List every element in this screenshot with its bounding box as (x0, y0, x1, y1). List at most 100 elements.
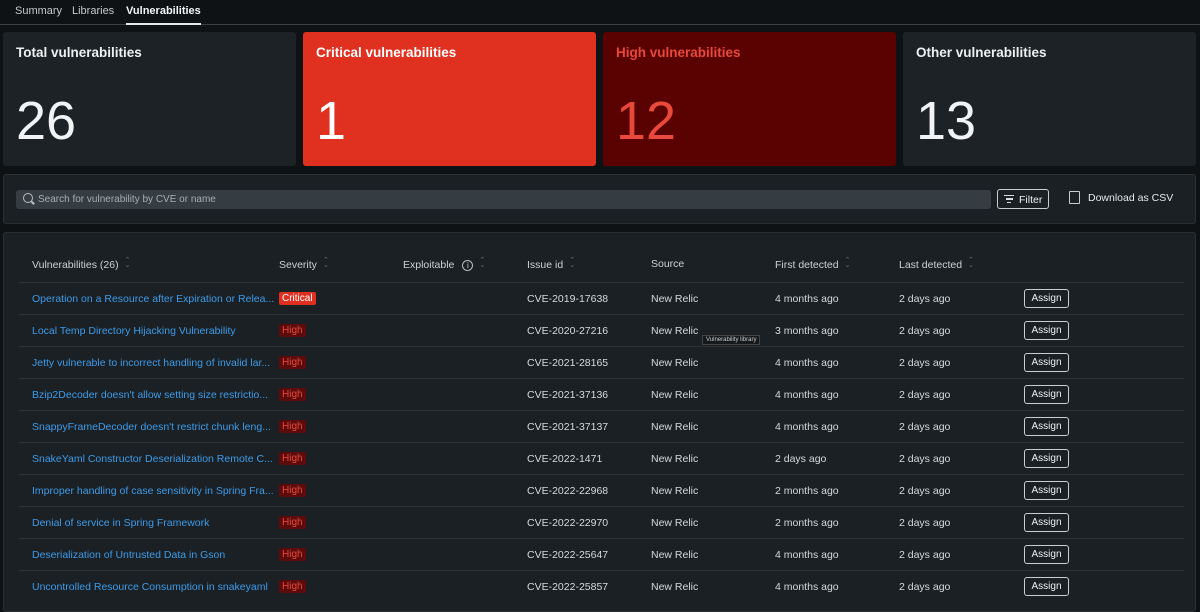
severity-badge: High (279, 484, 306, 497)
assign-button[interactable]: Assign (1024, 449, 1069, 468)
last-detected: 2 days ago (899, 421, 951, 433)
sort-icon[interactable]: ⌃ ⌄ (124, 257, 131, 269)
table-row: Bzip2Decoder doesn't allow setting size … (19, 378, 1184, 410)
issue-id: CVE-2021-28165 (527, 357, 609, 369)
assign-button[interactable]: Assign (1024, 417, 1069, 436)
download-label: Download as CSV (1088, 192, 1174, 204)
stat-card: High vulnerabilities 12 (603, 32, 896, 166)
assign-button[interactable]: Assign (1024, 545, 1069, 564)
assign-button[interactable]: Assign (1024, 577, 1069, 596)
last-detected: 2 days ago (899, 453, 951, 465)
severity-badge: High (279, 580, 306, 593)
severity-badge: High (279, 548, 306, 561)
source: New Relic (651, 421, 699, 433)
source: New Relic (651, 485, 699, 497)
vulnerability-link[interactable]: Deserialization of Untrusted Data in Gso… (32, 549, 226, 561)
vulnerability-link[interactable]: Uncontrolled Resource Consumption in sna… (32, 581, 268, 593)
stat-card-value: 12 (616, 91, 677, 151)
stat-card-title: Total vulnerabilities (16, 45, 142, 60)
source: New Relic (651, 357, 699, 369)
stat-card-value: 1 (316, 91, 347, 151)
assign-button[interactable]: Assign (1024, 481, 1069, 500)
issue-id: CVE-2019-17638 (527, 293, 609, 305)
search-input[interactable]: Search for vulnerability by CVE or name (16, 190, 991, 209)
last-detected: 2 days ago (899, 357, 951, 369)
source: New Relic (651, 389, 699, 401)
assign-button[interactable]: Assign (1024, 385, 1069, 404)
sort-icon[interactable]: ⌃ ⌄ (479, 257, 486, 269)
last-detected: 2 days ago (899, 517, 951, 529)
issue-id: CVE-2020-27216 (527, 325, 609, 337)
assign-button[interactable]: Assign (1024, 513, 1069, 532)
tooltip: Vulnerability library (702, 335, 761, 345)
stat-card-title: High vulnerabilities (616, 45, 741, 60)
tab-libraries[interactable]: Libraries (72, 5, 115, 17)
assign-button[interactable]: Assign (1024, 289, 1069, 308)
severity-badge: High (279, 452, 306, 465)
column-header-label: Last detected (899, 259, 963, 271)
first-detected: 4 months ago (775, 357, 839, 369)
severity-badge: High (279, 516, 306, 529)
table-row: SnakeYaml Constructor Deserialization Re… (19, 442, 1184, 474)
stat-card-title: Critical vulnerabilities (316, 45, 457, 60)
column-header[interactable]: Issue id ⌃ ⌄ (527, 257, 576, 271)
first-detected: 3 months ago (775, 325, 839, 337)
vulnerability-link[interactable]: Improper handling of case sensitivity in… (32, 485, 274, 497)
vulnerability-link[interactable]: Local Temp Directory Hijacking Vulnerabi… (32, 325, 236, 337)
stat-card: Other vulnerabilities 13 (903, 32, 1196, 166)
column-header-label: Issue id (527, 259, 564, 271)
issue-id: CVE-2022-22968 (527, 485, 609, 497)
sort-icon[interactable]: ⌃ ⌄ (569, 257, 576, 269)
tab-summary[interactable]: Summary (15, 5, 63, 17)
table-row: Local Temp Directory Hijacking Vulnerabi… (19, 314, 1184, 346)
source: New Relic (651, 581, 699, 593)
vulnerability-link[interactable]: Operation on a Resource after Expiration… (32, 293, 275, 305)
severity-badge: High (279, 388, 306, 401)
column-header-label: Exploitable (403, 259, 455, 271)
filter-button[interactable]: Filter (997, 189, 1049, 209)
last-detected: 2 days ago (899, 581, 951, 593)
sort-icon[interactable]: ⌃ ⌄ (968, 257, 974, 269)
source: New Relic (651, 453, 699, 465)
table-row: Jetty vulnerable to incorrect handling o… (19, 346, 1184, 378)
column-header-label: Severity (279, 259, 317, 271)
filter-icon (1004, 195, 1014, 205)
download-csv-button[interactable]: Download as CSV (1069, 191, 1174, 204)
source: New Relic (651, 549, 699, 561)
vulnerability-link[interactable]: Jetty vulnerable to incorrect handling o… (32, 357, 271, 369)
vulnerability-link[interactable]: SnakeYaml Constructor Deserialization Re… (32, 453, 273, 465)
stat-card-title: Other vulnerabilities (916, 45, 1047, 60)
first-detected: 2 months ago (775, 485, 839, 497)
last-detected: 2 days ago (899, 389, 951, 401)
first-detected: 2 days ago (775, 453, 827, 465)
sort-icon[interactable]: ⌃ ⌄ (844, 257, 851, 269)
tab-vulnerabilities[interactable]: Vulnerabilities (126, 5, 201, 25)
stat-card-value: 26 (16, 91, 77, 151)
severity-badge: Critical (279, 292, 316, 305)
search-icon (23, 193, 33, 203)
column-header[interactable]: First detected ⌃ ⌄ (775, 257, 851, 271)
filter-label: Filter (1019, 194, 1043, 206)
issue-id: CVE-2021-37136 (527, 389, 609, 401)
severity-badge: High (279, 356, 306, 369)
vulnerability-link[interactable]: Denial of service in Spring Framework (32, 517, 210, 529)
column-header[interactable]: Last detected ⌃ ⌄ (899, 257, 974, 271)
column-header[interactable]: Severity ⌃ ⌄ (279, 257, 329, 271)
stat-card-value: 13 (916, 91, 977, 151)
vulnerability-link[interactable]: SnappyFrameDecoder doesn't restrict chun… (32, 421, 271, 433)
sort-icon[interactable]: ⌃ ⌄ (322, 257, 329, 269)
info-icon[interactable]: i (462, 260, 474, 271)
column-header[interactable]: Vulnerabilities (26) ⌃ ⌄ (32, 257, 131, 271)
vulnerability-link[interactable]: Bzip2Decoder doesn't allow setting size … (32, 389, 269, 401)
search-placeholder: Search for vulnerability by CVE or name (38, 194, 216, 205)
assign-button[interactable]: Assign (1024, 353, 1069, 372)
assign-button[interactable]: Assign (1024, 321, 1069, 340)
source: New Relic (651, 293, 699, 305)
first-detected: 4 months ago (775, 421, 839, 433)
issue-id: CVE-2022-1471 (527, 453, 603, 465)
first-detected: 4 months ago (775, 293, 839, 305)
source: New Relic (651, 517, 699, 529)
last-detected: 2 days ago (899, 293, 951, 305)
last-detected: 2 days ago (899, 549, 951, 561)
column-header[interactable]: Exploitable i ⌃ ⌄ (403, 257, 486, 271)
